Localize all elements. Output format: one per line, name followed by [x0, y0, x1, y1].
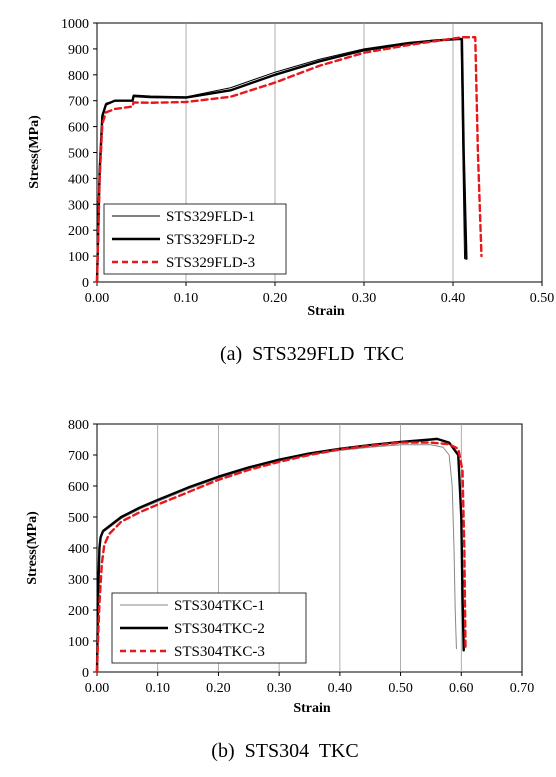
xlabel-a: Strain	[307, 304, 345, 319]
x-tick-label-a-1: 0.10	[174, 291, 199, 306]
y-tick-label-b-4: 400	[68, 542, 89, 557]
y-tick-label-a-3: 300	[68, 198, 89, 213]
ylabel-b: Stress(MPa)	[25, 511, 40, 585]
x-tick-label-a-2: 0.20	[263, 291, 288, 306]
x-tick-label-b-4: 0.40	[328, 681, 353, 696]
y-tick-label-a-10: 1000	[61, 17, 89, 32]
x-tick-label-a-0: 0.00	[85, 291, 110, 306]
x-tick-label-b-5: 0.50	[388, 681, 413, 696]
y-tick-label-b-5: 500	[68, 511, 89, 526]
y-ticks-b: 0 100 200 300 400 500 600 700 800	[68, 418, 97, 681]
legend-a-label-3: STS329FLD-3	[166, 255, 255, 271]
x-tick-label-b-7: 0.70	[510, 681, 535, 696]
legend-b-label-3: STS304TKC-3	[174, 644, 265, 660]
y-tick-label-a-0: 0	[82, 276, 89, 291]
y-tick-label-a-7: 700	[68, 95, 89, 110]
y-tick-label-b-7: 700	[68, 449, 89, 464]
y-tick-label-b-0: 0	[82, 666, 89, 681]
caption-b: (b) STS304 TKC	[211, 740, 358, 762]
x-tick-label-b-3: 0.30	[267, 681, 292, 696]
series-line-b-3	[95, 441, 467, 674]
legend-b: STS304TKC-1 STS304TKC-2 STS304TKC-3	[111, 592, 307, 664]
x-tick-label-a-5: 0.50	[530, 291, 555, 306]
y-tick-label-b-2: 200	[68, 604, 89, 619]
x-tick-label-a-4: 0.40	[441, 291, 466, 306]
legend-a-label-1: STS329FLD-1	[166, 209, 255, 225]
y-tick-label-a-4: 400	[68, 172, 89, 187]
y-tick-label-a-2: 200	[68, 224, 89, 239]
x-ticks-b: 0.00 0.10 0.20 0.30 0.40 0.50 0.60 0.70	[85, 672, 535, 696]
y-tick-label-b-8: 800	[68, 418, 89, 433]
y-tick-label-b-1: 100	[68, 635, 89, 650]
y-tick-label-a-9: 900	[68, 43, 89, 58]
legend-b-label-1: STS304TKC-1	[174, 598, 265, 614]
y-tick-label-a-8: 800	[68, 69, 89, 84]
y-tick-label-a-6: 600	[68, 121, 89, 136]
x-tick-label-b-2: 0.20	[206, 681, 231, 696]
y-tick-label-a-5: 500	[68, 147, 89, 162]
y-tick-label-b-6: 600	[68, 480, 89, 495]
series-line-a-3	[95, 36, 483, 284]
legend-a-label-2: STS329FLD-2	[166, 232, 255, 248]
x-tick-label-b-0: 0.00	[85, 681, 110, 696]
y-ticks-a: 0 100 200 300 400 500 600 700 800 900 1000	[61, 17, 97, 291]
series-a	[95, 36, 483, 284]
series-b	[95, 437, 467, 674]
legend-a: STS329FLD-1 STS329FLD-2 STS329FLD-3	[103, 203, 287, 275]
y-tick-label-b-3: 300	[68, 573, 89, 588]
x-tick-label-b-6: 0.60	[449, 681, 474, 696]
x-tick-label-a-3: 0.30	[352, 291, 377, 306]
chart-a: 0 100 200 300 400 500 600 700 800 900 1000 0.00 0.1…	[27, 17, 554, 365]
x-tick-label-b-1: 0.10	[145, 681, 170, 696]
legend-b-label-2: STS304TKC-2	[174, 621, 265, 637]
y-tick-label-a-1: 100	[68, 250, 89, 265]
xlabel-b: Strain	[293, 701, 331, 716]
ylabel-a: Stress(MPa)	[27, 115, 42, 189]
caption-a: (a) STS329FLD TKC	[220, 343, 404, 365]
x-ticks-a: 0.00 0.10 0.20 0.30 0.40 0.50	[85, 282, 555, 306]
